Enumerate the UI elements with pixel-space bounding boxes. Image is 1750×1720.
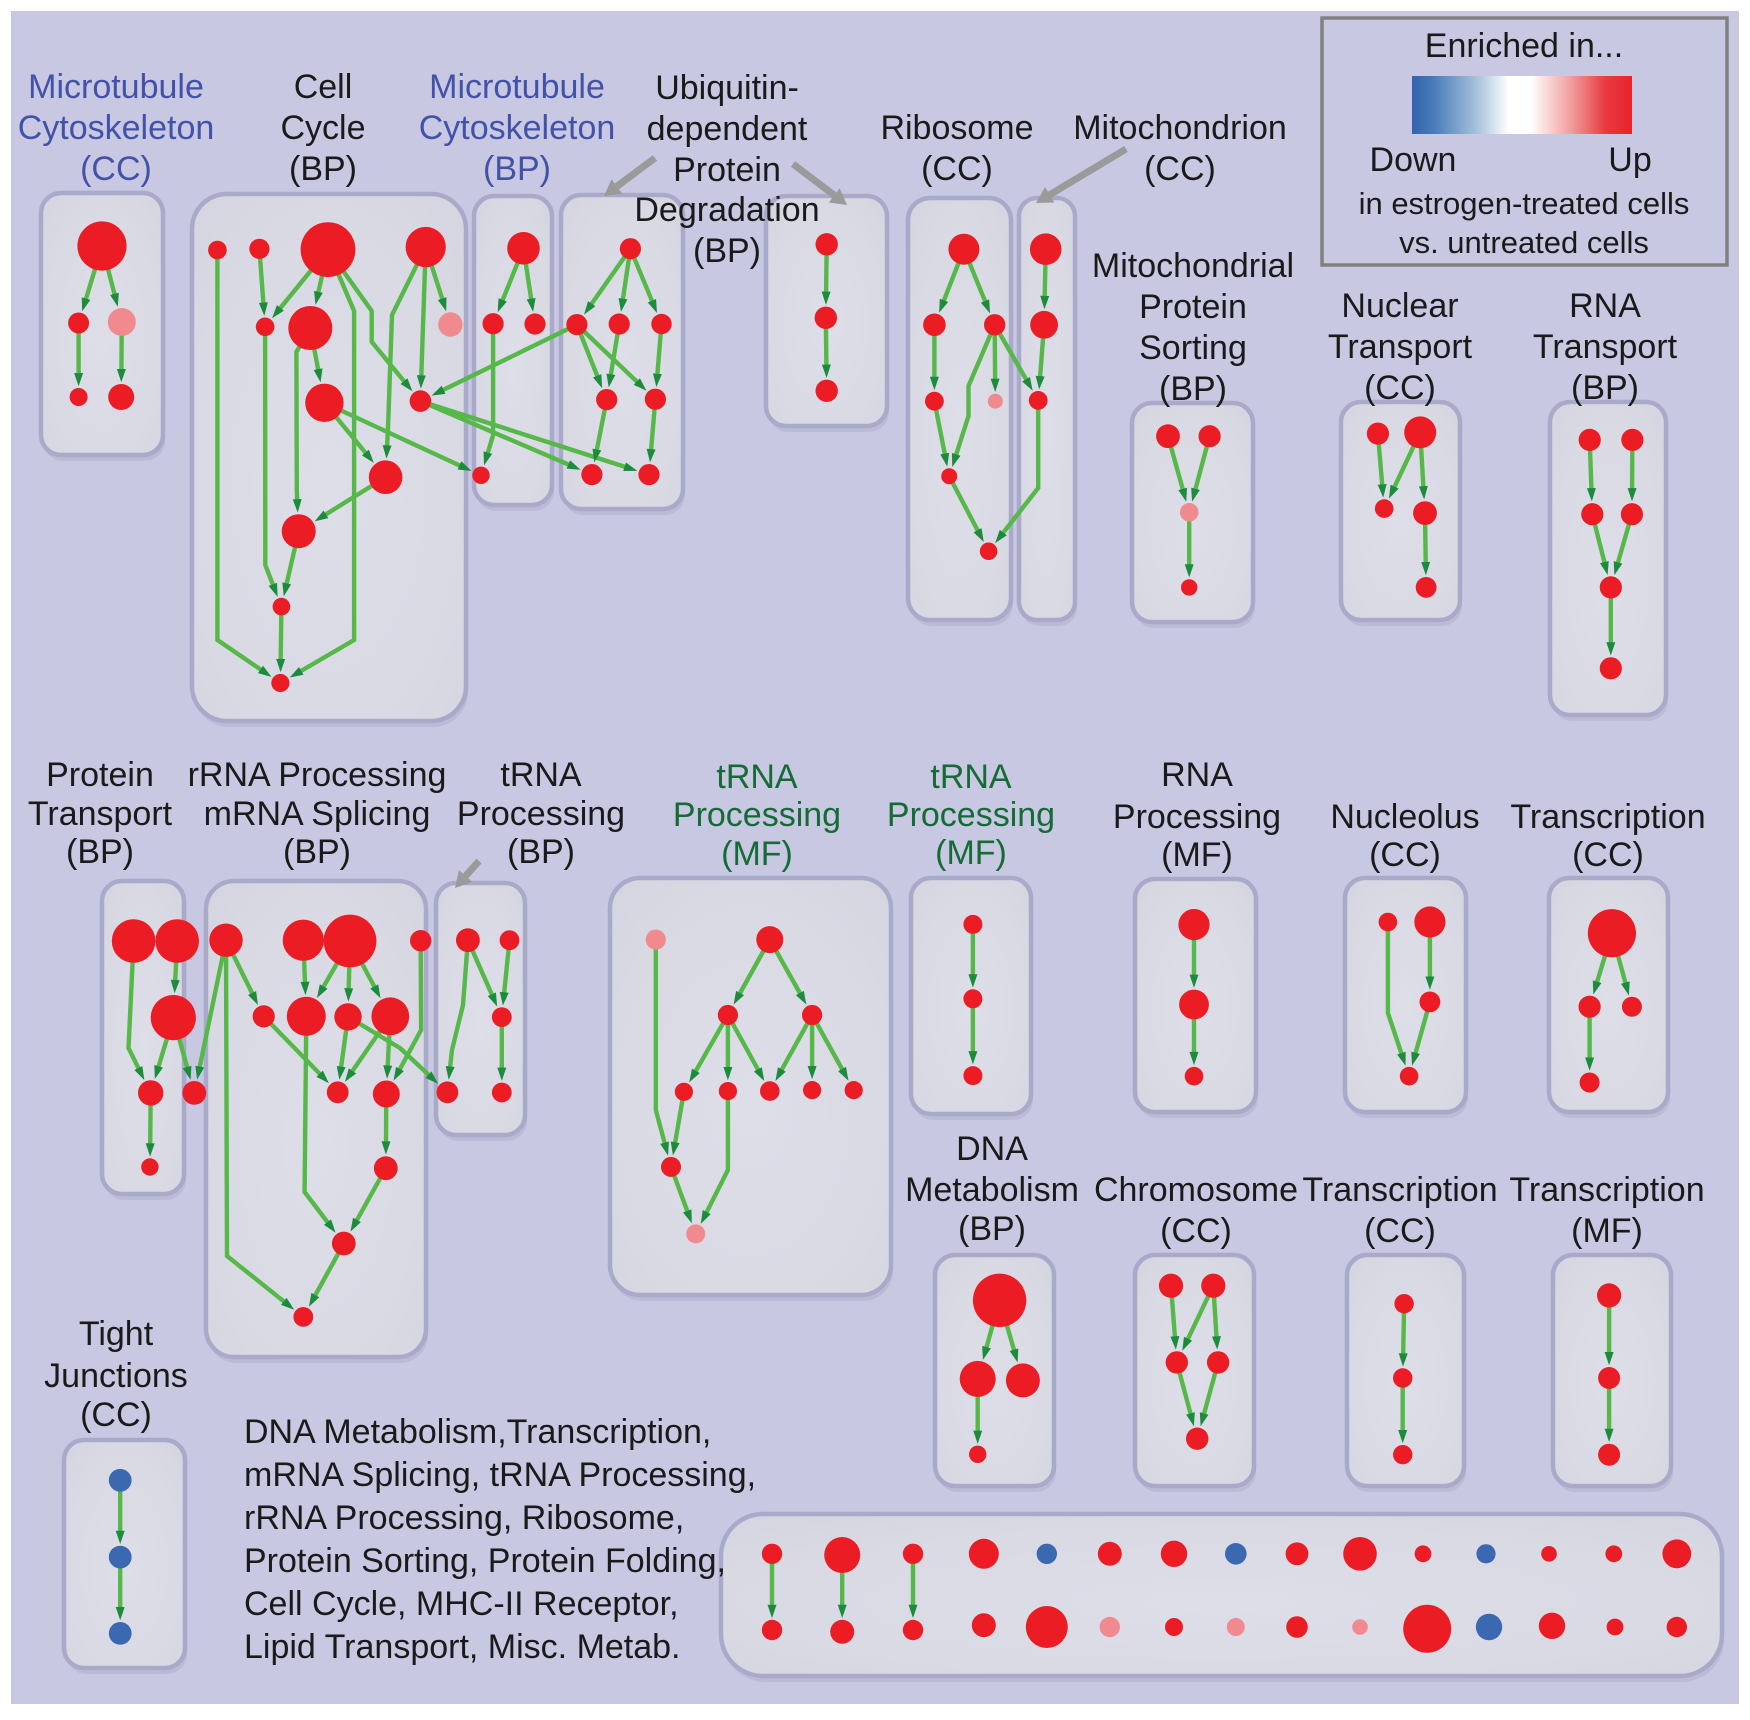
svg-text:Degradation: Degradation [634,191,819,229]
svg-text:Transcription: Transcription [1302,1171,1497,1209]
svg-text:(CC): (CC) [1364,1212,1436,1250]
svg-text:Transcription: Transcription [1509,1171,1704,1209]
svg-text:Chromosome: Chromosome [1094,1171,1298,1209]
svg-text:Cycle: Cycle [280,109,365,147]
svg-text:Cell Cycle, MHC-II Receptor,: Cell Cycle, MHC-II Receptor, [244,1585,679,1623]
svg-text:(CC): (CC) [1364,369,1436,407]
svg-text:DNA Metabolism,Transcription,: DNA Metabolism,Transcription, [244,1413,711,1451]
svg-text:(BP): (BP) [66,833,134,871]
svg-text:Protein: Protein [1139,288,1247,326]
svg-text:Transport: Transport [1328,328,1473,366]
svg-text:(BP): (BP) [289,150,357,188]
svg-text:(BP): (BP) [958,1210,1026,1248]
svg-text:(BP): (BP) [693,232,761,270]
svg-text:(CC): (CC) [1572,836,1644,874]
svg-text:(MF): (MF) [935,834,1007,872]
svg-text:(BP): (BP) [483,150,551,188]
svg-text:(BP): (BP) [283,833,351,871]
svg-text:(BP): (BP) [507,833,575,871]
svg-text:(BP): (BP) [1159,370,1227,408]
svg-text:(CC): (CC) [1369,836,1441,874]
svg-text:(MF): (MF) [1161,836,1233,874]
svg-text:(MF): (MF) [1571,1212,1643,1250]
svg-text:dependent: dependent [647,110,808,148]
svg-text:Sorting: Sorting [1139,329,1247,367]
svg-text:(CC): (CC) [1144,150,1216,188]
svg-text:DNA: DNA [956,1130,1028,1168]
svg-text:Processing: Processing [457,795,625,833]
svg-text:Processing: Processing [1113,798,1281,836]
svg-text:Junctions: Junctions [44,1357,188,1395]
svg-text:Protein: Protein [46,756,154,794]
svg-text:(CC): (CC) [80,150,152,188]
svg-text:in estrogen-treated cells: in estrogen-treated cells [1359,186,1690,221]
svg-text:Protein: Protein [673,151,781,189]
svg-text:Protein Sorting, Protein Foldi: Protein Sorting, Protein Folding, [244,1542,726,1580]
svg-text:Microtubule: Microtubule [28,68,204,106]
svg-text:(MF): (MF) [721,835,793,873]
svg-text:Up: Up [1608,141,1651,179]
svg-text:tRNA: tRNA [500,756,582,794]
svg-text:mRNA Splicing: mRNA Splicing [204,795,431,833]
svg-text:(CC): (CC) [1160,1212,1232,1250]
svg-text:Transcription: Transcription [1510,798,1705,836]
svg-text:Cytoskeleton: Cytoskeleton [419,109,616,147]
svg-text:vs. untreated cells: vs. untreated cells [1399,225,1649,260]
svg-text:tRNA: tRNA [716,758,798,796]
svg-text:Cytoskeleton: Cytoskeleton [18,109,215,147]
svg-text:(BP): (BP) [1571,369,1639,407]
svg-text:Microtubule: Microtubule [429,68,605,106]
svg-text:RNA: RNA [1161,756,1233,794]
svg-text:Tight: Tight [79,1315,154,1353]
svg-text:Mitochondrial: Mitochondrial [1092,247,1294,285]
svg-text:Lipid Transport, Misc. Metab.: Lipid Transport, Misc. Metab. [244,1628,681,1666]
svg-text:rRNA Processing, Ribosome,: rRNA Processing, Ribosome, [244,1499,684,1537]
svg-text:tRNA: tRNA [930,758,1012,796]
svg-text:Ubiquitin-: Ubiquitin- [655,69,799,107]
svg-text:mRNA Splicing, tRNA Processing: mRNA Splicing, tRNA Processing, [244,1456,756,1494]
svg-text:Processing: Processing [673,796,841,834]
svg-text:Nucleolus: Nucleolus [1330,798,1479,836]
svg-text:Down: Down [1370,141,1457,179]
svg-text:Mitochondrion: Mitochondrion [1073,109,1287,147]
svg-text:RNA: RNA [1569,287,1641,325]
svg-text:Cell: Cell [294,68,353,106]
svg-text:Transport: Transport [28,795,173,833]
svg-text:Metabolism: Metabolism [905,1171,1079,1209]
svg-text:(CC): (CC) [80,1396,152,1434]
svg-text:Processing: Processing [887,796,1055,834]
svg-text:(CC): (CC) [921,150,993,188]
svg-text:Ribosome: Ribosome [880,109,1033,147]
svg-text:Nuclear: Nuclear [1341,287,1458,325]
svg-text:Enriched in...: Enriched in... [1425,27,1623,65]
svg-text:Transport: Transport [1533,328,1678,366]
svg-text:rRNA Processing: rRNA Processing [188,756,447,794]
